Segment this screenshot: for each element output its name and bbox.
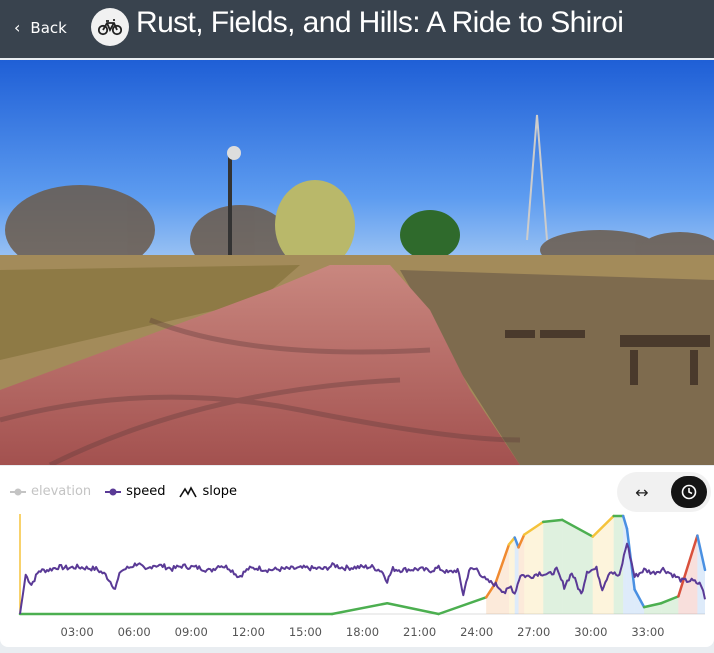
time-mode-button[interactable]	[671, 476, 707, 508]
slope-area	[613, 516, 624, 614]
slope-area	[524, 521, 544, 614]
x-tick-label: 06:00	[118, 625, 151, 639]
slope-area	[592, 516, 614, 614]
slope-segment	[591, 514, 615, 538]
legend-slope[interactable]: slope	[179, 484, 237, 499]
bicycle-icon	[91, 8, 129, 46]
x-tick-label: 18:00	[346, 625, 379, 639]
legend-speed[interactable]: speed	[105, 484, 165, 499]
slope-area	[678, 535, 698, 614]
chevron-left-icon: ‹	[14, 18, 21, 37]
slope-segment	[659, 595, 680, 605]
slope-segment	[522, 520, 545, 536]
slope-segment	[542, 518, 564, 524]
chart-legend: elevation speed slope	[10, 484, 237, 499]
speed-line	[19, 542, 706, 615]
slope-segment	[494, 543, 511, 584]
x-tick-label: 15:00	[289, 625, 322, 639]
slope-segment	[517, 533, 526, 549]
speed-marker-icon	[105, 488, 122, 495]
header: ‹ Back Rust, Fields, and Hills: A Ride t…	[0, 0, 714, 58]
x-tick-label: 03:00	[61, 625, 94, 639]
slope-area	[661, 596, 679, 614]
clock-icon	[681, 484, 697, 500]
x-tick-label: 30:00	[574, 625, 607, 639]
slope-segment	[330, 601, 389, 616]
x-tick-label: 09:00	[175, 625, 208, 639]
slope-area	[495, 544, 510, 614]
slope-area	[562, 519, 593, 614]
legend-elevation[interactable]: elevation	[10, 484, 91, 499]
x-tick-label: 27:00	[517, 625, 550, 639]
ride-photo	[0, 60, 714, 465]
slope-area	[543, 519, 563, 614]
slope-segment	[437, 596, 488, 616]
distance-mode-button[interactable]: ↔	[625, 476, 659, 508]
slope-area	[644, 603, 662, 614]
slope-icon	[179, 485, 198, 497]
slope-area	[514, 537, 519, 614]
page-title: Rust, Fields, and Hills: A Ride to Shiro…	[136, 6, 624, 39]
x-tick-label: 12:00	[232, 625, 265, 639]
slope-segment	[633, 588, 646, 609]
elevation-marker-icon	[10, 488, 26, 495]
chart-panel: elevation speed slope ↔ 03:00 06:00 09:00 1…	[0, 466, 714, 647]
x-tick-label: 24:00	[460, 625, 493, 639]
slope-segment	[696, 534, 707, 572]
slope-segment	[621, 514, 629, 530]
slope-segment	[507, 536, 516, 546]
back-label: Back	[30, 18, 67, 37]
slope-segment	[642, 601, 663, 609]
slope-segment	[677, 534, 699, 598]
x-tick-label: 33:00	[631, 625, 664, 639]
ride-chart[interactable]: 03:00 06:00 09:00 12:00 15:00 18:00 21:00 24:00…	[0, 510, 714, 647]
x-tick-label: 21:00	[403, 625, 436, 639]
slope-area	[509, 537, 515, 614]
distance-arrows-icon: ↔	[635, 482, 649, 502]
slope-area	[486, 582, 496, 614]
back-button[interactable]: ‹ Back	[14, 18, 67, 37]
slope-segment	[385, 601, 440, 616]
slope-area	[623, 516, 627, 614]
slope-segment	[561, 518, 594, 538]
axis-mode-toggle: ↔	[617, 472, 711, 512]
